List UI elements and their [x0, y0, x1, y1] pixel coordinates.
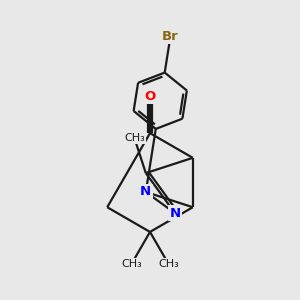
Text: O: O	[144, 90, 156, 103]
Text: Br: Br	[162, 29, 179, 43]
Text: CH₃: CH₃	[121, 259, 142, 269]
Text: CH₃: CH₃	[158, 259, 179, 269]
Text: N: N	[140, 185, 152, 199]
Text: N: N	[169, 207, 180, 220]
Text: CH₃: CH₃	[124, 133, 145, 143]
